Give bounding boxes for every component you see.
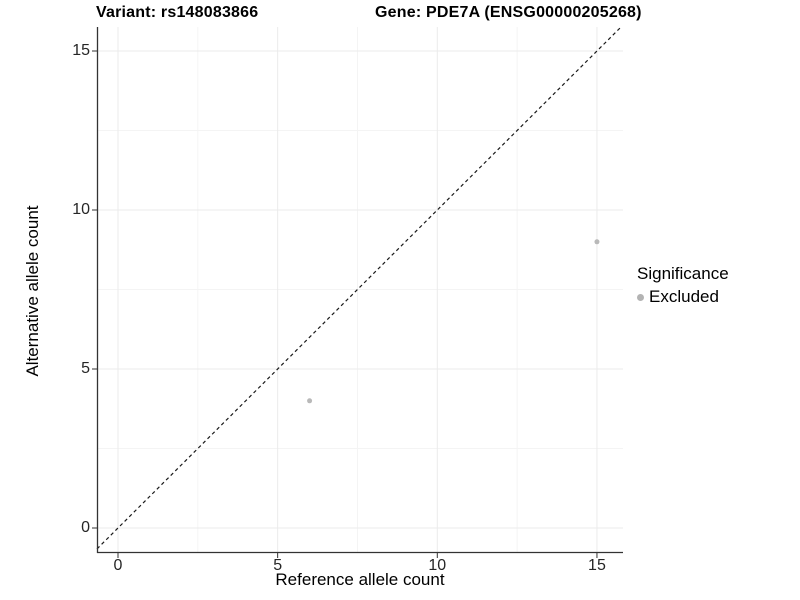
plot-title-gene: Gene: PDE7A (ENSG00000205268) — [375, 4, 642, 21]
legend-entry-label: Excluded — [649, 287, 719, 306]
plot-canvas — [92, 26, 623, 558]
legend-entry-excluded: Excluded — [637, 287, 729, 307]
legend-title: Significance — [637, 264, 729, 283]
plot-title-variant: Variant: rs148083866 — [96, 4, 259, 21]
x-tick-label: 10 — [428, 557, 447, 574]
y-tick-label: 0 — [81, 519, 90, 536]
x-tick-label: 15 — [588, 557, 606, 574]
x-tick-label: 5 — [273, 557, 283, 574]
data-point — [307, 398, 313, 404]
legend-key-dot-icon — [637, 293, 644, 301]
data-point — [594, 239, 600, 245]
x-axis-title: Reference allele count — [275, 570, 445, 589]
legend: Significance Excluded — [637, 264, 729, 307]
plot-panel — [92, 26, 623, 558]
y-tick-label: 10 — [72, 201, 90, 218]
y-tick-label: 5 — [81, 360, 90, 377]
x-tick-label: 0 — [113, 557, 123, 574]
y-tick-label: 15 — [72, 42, 90, 59]
identity-line — [96, 26, 622, 550]
y-axis-title: Alternative allele count — [23, 205, 42, 377]
